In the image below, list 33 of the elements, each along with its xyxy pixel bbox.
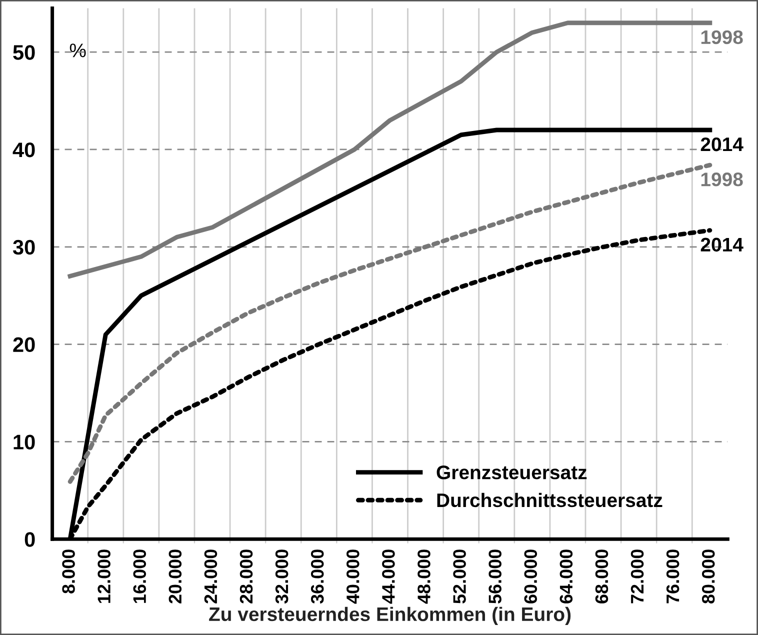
annotation: 1998 (701, 172, 743, 186)
x-tick-label: 68.000 (595, 550, 608, 604)
y-tick-label: 30 (12, 240, 35, 255)
x-tick-label: 8.000 (62, 550, 75, 594)
x-tick-label: 52.000 (453, 550, 466, 604)
x-tick-label: 60.000 (524, 550, 538, 604)
x-tick-label: 12.000 (98, 550, 110, 603)
x-axis-title: Zu versteuerndes Einkommen (in Euro) (209, 606, 571, 625)
x-tick-label: 40.000 (346, 550, 360, 604)
x-tick-label: 48.000 (418, 550, 430, 604)
annotation: 2014 (700, 238, 744, 252)
y-axis-title: % (70, 44, 86, 58)
x-tick-label: 32.000 (275, 550, 288, 604)
annotation: 1998 (701, 30, 743, 44)
legend-label: Durchschnittssteuersatz (437, 492, 662, 508)
x-tick-label: 16.000 (133, 550, 146, 603)
y-tick-label: 10 (14, 434, 35, 450)
x-tick-label: 20.000 (168, 550, 182, 604)
x-tick-label: 36.000 (310, 550, 324, 604)
x-tick-label: 44.000 (382, 550, 395, 604)
x-tick-label: 28.000 (240, 550, 253, 604)
y-tick-label: 50 (13, 45, 35, 60)
x-tick-label: 72.000 (630, 550, 644, 604)
x-tick-label: 56.000 (488, 550, 502, 604)
x-tick-label: 64.000 (560, 550, 573, 604)
annotation: 2014 (700, 137, 744, 152)
y-tick-label: 20 (13, 337, 35, 352)
y-tick-label: 40 (12, 142, 35, 158)
legend-label: Grenzsteuersatz (436, 466, 587, 480)
y-tick-label: 0 (24, 532, 35, 547)
x-tick-label: 76.000 (666, 550, 680, 604)
x-tick-label: 80.000 (702, 550, 715, 604)
x-tick-label: 24.000 (204, 550, 218, 604)
